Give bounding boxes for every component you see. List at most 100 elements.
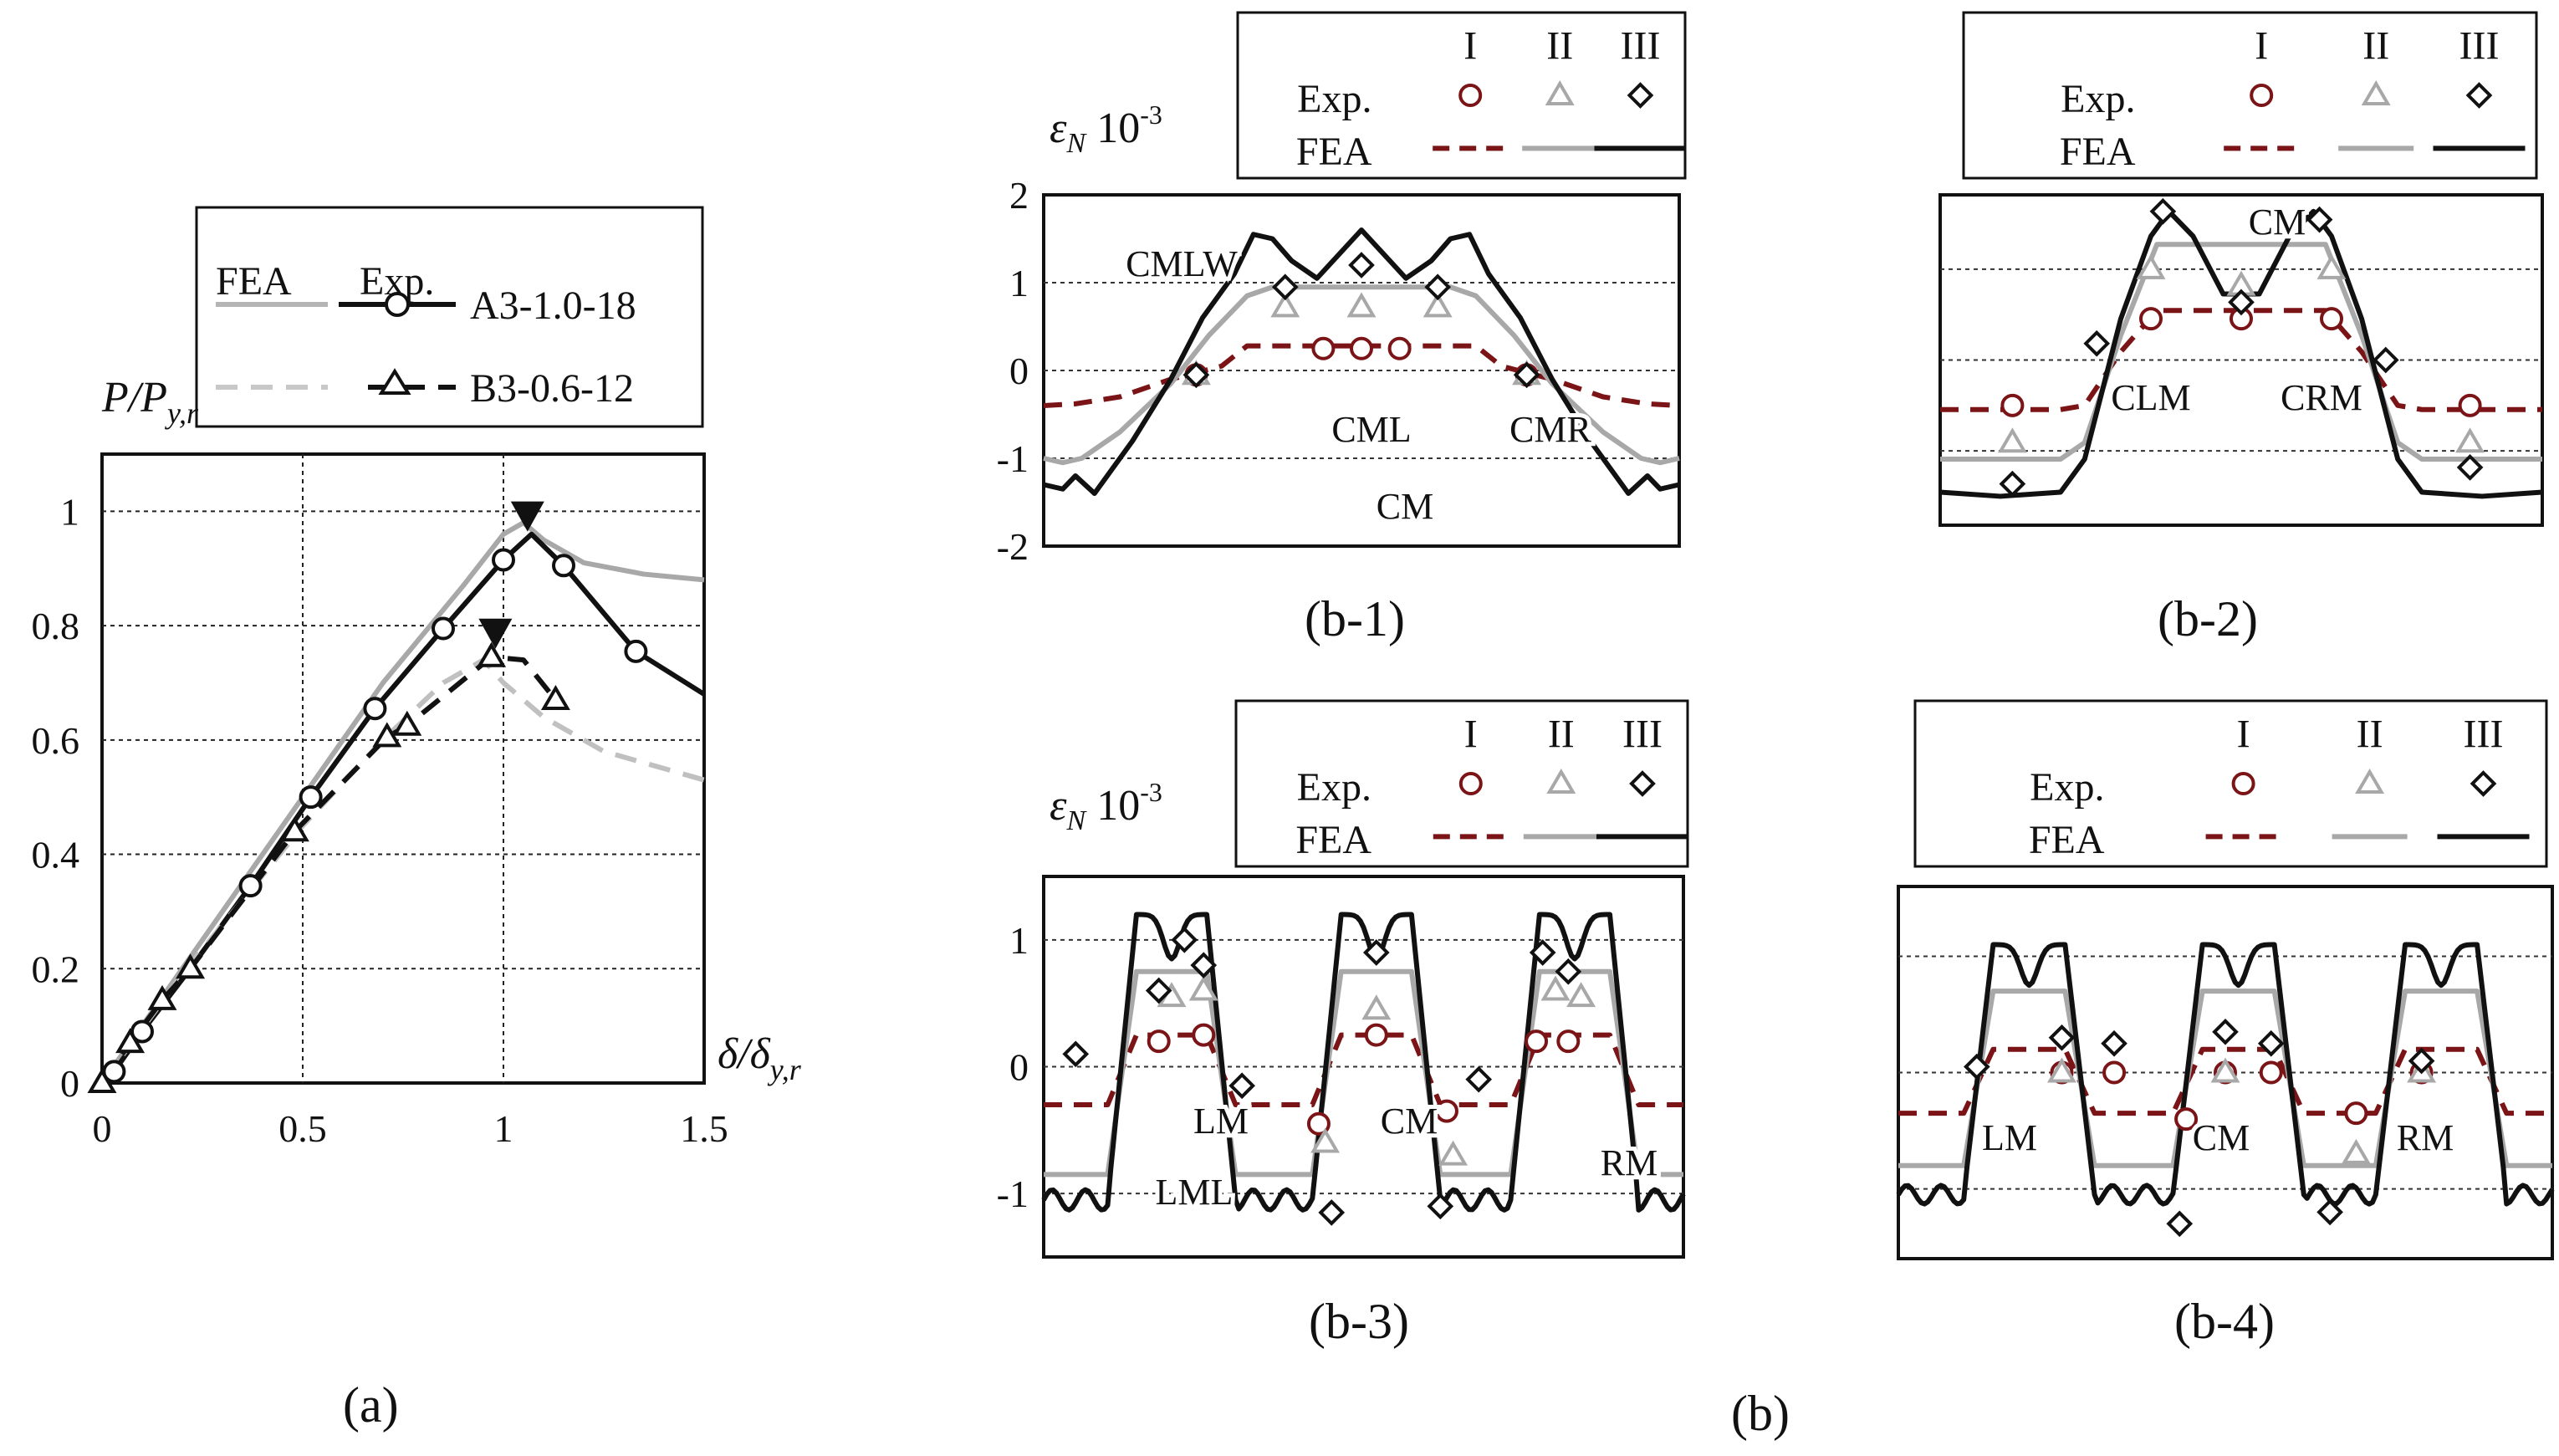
data-point xyxy=(176,953,206,979)
caption-b1: (b-1) xyxy=(1305,591,1405,646)
legend-exp-II xyxy=(2361,80,2391,105)
exp-point xyxy=(1348,252,1375,278)
exp-point xyxy=(1346,292,1377,318)
peak-marker xyxy=(478,618,513,649)
fea-line xyxy=(1939,208,2543,499)
y-tick-label: 0.4 xyxy=(32,834,80,876)
exp-point xyxy=(2320,307,2343,331)
legend-header-fea: FEA xyxy=(216,259,292,304)
exp-point xyxy=(1964,1053,1990,1081)
y-tick-label: -1 xyxy=(997,437,1029,480)
legend-col-label: III xyxy=(1622,712,1663,756)
exp-point xyxy=(2316,1198,2343,1226)
exp-point xyxy=(2408,1047,2435,1075)
legend-col-label: II xyxy=(1546,23,1573,68)
panel-a-xlabel: δ/δy,r xyxy=(718,1030,802,1086)
legend-col-label: III xyxy=(2464,712,2504,756)
legend-col-label: I xyxy=(2237,712,2250,756)
exp-point xyxy=(2372,346,2399,374)
legend-exp-I xyxy=(1458,84,1483,107)
legend-row-exp: Exp. xyxy=(1297,77,1371,121)
legend-col-label: II xyxy=(2357,712,2383,756)
legend-col-label: II xyxy=(1548,712,1575,756)
region-label: CM xyxy=(1381,1101,1438,1142)
data-point xyxy=(115,1028,146,1054)
legend-exp-III xyxy=(1629,770,1656,797)
exp-point xyxy=(1318,1199,1346,1226)
legend-exp-I xyxy=(1458,772,1483,795)
legend-col-label: III xyxy=(1621,23,1661,68)
y-tick-label: 1 xyxy=(1009,919,1029,962)
exp-point xyxy=(1270,292,1300,318)
data-point xyxy=(147,984,177,1010)
exp-point xyxy=(1364,1023,1388,1047)
exp-point xyxy=(1310,1127,1341,1153)
data-point xyxy=(540,684,570,710)
exp-point xyxy=(2306,206,2333,233)
exp-point xyxy=(1529,939,1556,966)
exp-point xyxy=(1525,1029,1549,1054)
exp-point xyxy=(1555,958,1582,985)
legend-b3-label: B3-0.6-12 xyxy=(470,366,634,411)
y-tick-label: 0 xyxy=(1009,350,1029,392)
exp-point xyxy=(2456,454,2484,481)
exp-point xyxy=(1271,273,1299,301)
region-label: CM xyxy=(1377,486,1433,527)
exp-point xyxy=(1465,1065,1493,1093)
x-tick-label: 1.5 xyxy=(680,1107,728,1150)
x-tick-label: 0.5 xyxy=(278,1107,327,1150)
exp-point xyxy=(1556,1029,1581,1054)
exp-point xyxy=(2316,253,2347,279)
legend-row-fea: FEA xyxy=(1296,130,1372,174)
legend-exp-III xyxy=(2465,82,2493,109)
legend-exp-II xyxy=(1546,769,1576,794)
region-label: CRM xyxy=(2281,377,2362,418)
exp-point xyxy=(1424,273,1452,301)
data-point xyxy=(624,639,648,663)
region-label: LM xyxy=(1193,1101,1249,1142)
region-label: CML xyxy=(1331,409,1411,450)
panel-a-ylabel: P/Py,r xyxy=(101,374,199,430)
exp-point xyxy=(1387,336,1412,360)
exp-point xyxy=(1188,975,1218,1001)
exp-point xyxy=(2102,1060,2127,1085)
legend-triangle-marker xyxy=(378,368,411,395)
region-label: LML xyxy=(1156,1172,1234,1213)
exp-point xyxy=(2174,1107,2199,1132)
exp-point xyxy=(1192,1023,1216,1047)
exp-point xyxy=(1997,427,2027,453)
legend-a3-label: A3-1.0-18 xyxy=(470,284,636,328)
region-label: CM xyxy=(2193,1117,2250,1158)
caption-b4: (b-4) xyxy=(2174,1294,2275,1349)
region-label: RM xyxy=(1601,1142,1657,1183)
legend-row-fea: FEA xyxy=(2060,130,2136,174)
exp-point xyxy=(2149,197,2177,225)
legend-exp-I xyxy=(2250,84,2274,107)
exp-point xyxy=(2259,1060,2283,1085)
data-point xyxy=(238,874,263,898)
series-line xyxy=(100,654,558,1085)
exp-point xyxy=(2136,253,2166,279)
exp-point xyxy=(1228,1072,1255,1100)
exp-point xyxy=(1062,1040,1090,1068)
region-label: LM xyxy=(1982,1117,2037,1158)
region-label: RM xyxy=(2397,1117,2454,1158)
exp-point xyxy=(1434,1099,1458,1123)
y-axis-label: εN 10-3 xyxy=(1050,777,1162,836)
exp-point xyxy=(2341,1138,2371,1164)
exp-point xyxy=(2455,427,2485,453)
exp-point xyxy=(2139,307,2163,331)
fea-line xyxy=(1043,227,1680,496)
legend-exp-III xyxy=(1627,82,1654,109)
exp-point xyxy=(1427,1193,1454,1220)
legend-box xyxy=(1236,11,1687,180)
legend-col-label: I xyxy=(2255,23,2268,68)
fea-line xyxy=(1896,942,2555,1207)
legend-row-exp: Exp. xyxy=(1297,765,1371,810)
y-tick-label: -2 xyxy=(997,525,1029,568)
legend-exp-III xyxy=(2470,770,2497,797)
legend-col-label: II xyxy=(2362,23,2389,68)
